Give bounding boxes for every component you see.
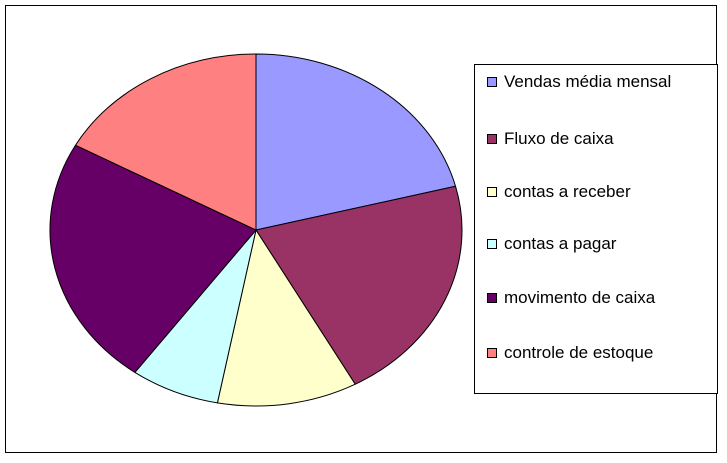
legend-swatch: [487, 239, 497, 249]
pie-slice: [255, 185, 463, 385]
chart-legend: Vendas média mensal Fluxo de caixa conta…: [474, 64, 718, 394]
pie-slice: [216, 228, 356, 407]
pie-slice: [255, 53, 457, 231]
legend-label: contas a receber: [504, 182, 631, 201]
legend-item: Vendas média mensal: [487, 71, 717, 93]
legend-label: Vendas média mensal: [504, 72, 672, 91]
legend-swatch: [487, 77, 497, 87]
legend-item: contas a receber: [487, 181, 717, 203]
legend-item: controle de estoque: [487, 342, 717, 364]
legend-label: contas a pagar: [504, 234, 617, 253]
legend-swatch: [487, 348, 497, 358]
legend-label: movimento de caixa: [504, 288, 656, 307]
legend-swatch: [487, 187, 497, 197]
legend-swatch: [487, 293, 497, 303]
pie-slice: [49, 144, 257, 374]
legend-label: Fluxo de caixa: [504, 129, 614, 148]
legend-swatch: [487, 134, 497, 144]
legend-item: Fluxo de caixa: [487, 128, 717, 150]
legend-label: controle de estoque: [504, 343, 654, 362]
legend-item: contas a pagar: [487, 233, 717, 255]
legend-item: movimento de caixa: [487, 287, 717, 309]
pie-slice: [74, 53, 257, 231]
